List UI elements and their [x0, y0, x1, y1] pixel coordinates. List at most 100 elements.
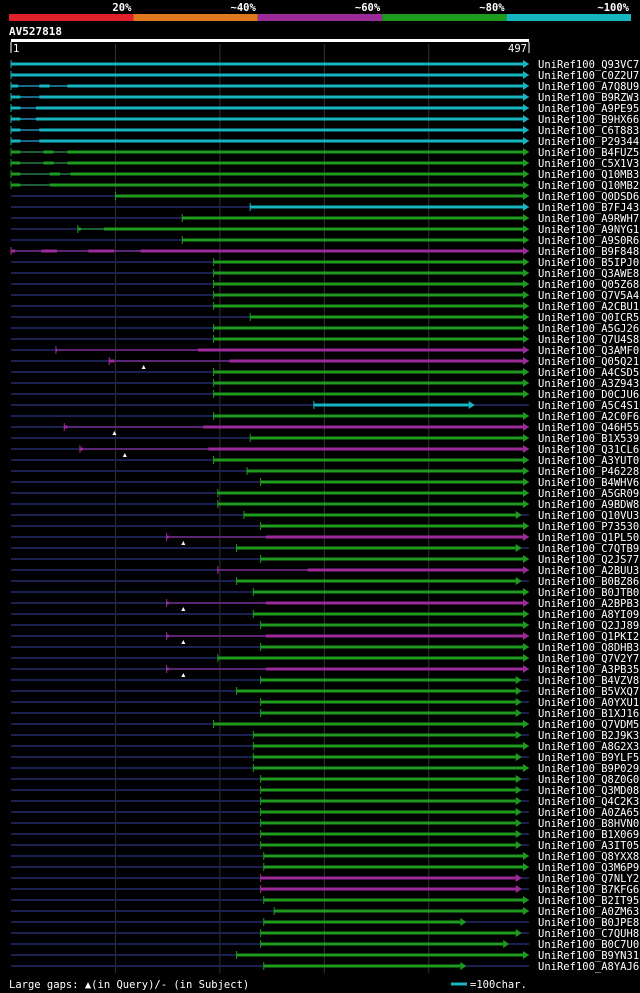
hit-label[interactable]: UniRef100_B9YN31 — [538, 950, 639, 962]
hit-label[interactable]: UniRef100_Q3MD08 — [538, 785, 639, 797]
hit-row[interactable]: UniRef100_A3PB35 — [11, 664, 639, 677]
hit-row[interactable]: UniRef100_A8YI09 — [11, 609, 639, 621]
hit-row[interactable]: UniRef100_Q7V2Y7 — [11, 653, 639, 665]
hit-label[interactable]: UniRef100_C7QTB9 — [538, 543, 639, 555]
hit-row[interactable]: UniRef100_A5C4S1 — [11, 400, 639, 412]
hit-row[interactable]: UniRef100_B9RZW3 — [10, 92, 639, 104]
hit-row[interactable]: UniRef100_B0JTB0 — [11, 587, 639, 599]
hit-row[interactable]: UniRef100_Q3AMF0 — [11, 345, 639, 357]
hit-row[interactable]: UniRef100_A9NYG1 — [11, 224, 639, 236]
hit-row[interactable]: UniRef100_Q7U4S8 — [11, 334, 639, 346]
hit-label[interactable]: UniRef100_A9RWH7 — [538, 213, 639, 225]
hit-label[interactable]: UniRef100_Q2JJ89 — [538, 620, 639, 632]
hit-row[interactable]: UniRef100_Q2JS77 — [11, 554, 639, 566]
hit-label[interactable]: UniRef100_B8HVN0 — [538, 818, 639, 830]
hit-label[interactable]: UniRef100_Q0DSD6 — [538, 191, 639, 203]
hit-row[interactable]: UniRef100_B9YN31 — [11, 950, 639, 962]
hit-label[interactable]: UniRef100_B5VXQ7 — [538, 686, 639, 698]
hit-label[interactable]: UniRef100_Q7U4S8 — [538, 334, 639, 346]
hit-label[interactable]: UniRef100_A5C4S1 — [538, 400, 639, 412]
hit-row[interactable]: UniRef100_A3YUT0 — [11, 455, 639, 467]
hit-label[interactable]: UniRef100_P73530 — [538, 521, 639, 533]
hit-row[interactable]: UniRef100_Q3M6P9 — [11, 862, 639, 874]
hit-label[interactable]: UniRef100_D0CJU6 — [538, 389, 639, 401]
hit-row[interactable]: UniRef100_Q1PKI2 — [11, 631, 639, 644]
hit-label[interactable]: UniRef100_A2CBU1 — [538, 301, 639, 313]
hit-label[interactable]: UniRef100_A4CSD5 — [538, 367, 639, 379]
hit-row[interactable]: UniRef100_Q7V5A4 — [11, 290, 639, 302]
hit-row[interactable]: UniRef100_A5GJ26 — [11, 323, 639, 335]
hit-row[interactable]: UniRef100_A2BUU3 — [11, 565, 639, 577]
hit-row[interactable]: UniRef100_A0ZA65 — [11, 807, 639, 819]
hit-row[interactable]: UniRef100_A2BPB3 — [11, 598, 639, 611]
hit-row[interactable]: UniRef100_Q31CL6 — [11, 444, 639, 457]
hit-row[interactable]: UniRef100_B2IT95 — [11, 895, 639, 907]
hit-row[interactable]: UniRef100_A7Q8U9 — [10, 81, 639, 93]
hit-label[interactable]: UniRef100_Q3AWE8 — [538, 268, 639, 280]
hit-label[interactable]: UniRef100_B4VZV8 — [538, 675, 639, 687]
hit-row[interactable]: UniRef100_A3Z943 — [11, 378, 639, 390]
hit-row[interactable]: UniRef100_B8HVN0 — [11, 818, 639, 830]
hit-row[interactable]: UniRef100_A2CBU1 — [11, 301, 639, 313]
hit-label[interactable]: UniRef100_B0JPE8 — [538, 917, 639, 929]
hit-label[interactable]: UniRef100_Q7NLY2 — [538, 873, 639, 885]
hit-row[interactable]: UniRef100_B9HX66 — [10, 114, 639, 126]
hit-row[interactable]: UniRef100_P29344 — [10, 136, 639, 148]
hit-row[interactable]: UniRef100_B4FUZ5 — [10, 147, 639, 159]
hit-label[interactable]: UniRef100_Q2JS77 — [538, 554, 639, 566]
hit-label[interactable]: UniRef100_A3IT05 — [538, 840, 639, 852]
hit-label[interactable]: UniRef100_Q7V5A4 — [538, 290, 639, 302]
hit-label[interactable]: UniRef100_Q05Z68 — [538, 279, 639, 291]
hit-row[interactable]: UniRef100_A9PE95 — [10, 103, 639, 115]
hit-label[interactable]: UniRef100_A9NYG1 — [538, 224, 639, 236]
hit-row[interactable]: UniRef100_Q05Z68 — [11, 279, 639, 291]
hit-row[interactable]: UniRef100_B9P029 — [11, 763, 639, 775]
hit-label[interactable]: UniRef100_B7FJ43 — [538, 202, 639, 214]
hit-row[interactable]: UniRef100_Q3AWE8 — [11, 268, 639, 280]
hit-row[interactable]: UniRef100_B7FJ43 — [11, 202, 639, 214]
hit-row[interactable]: UniRef100_Q8DHB3 — [11, 642, 639, 654]
hit-row[interactable]: UniRef100_A9S0R6 — [11, 235, 639, 247]
hit-label[interactable]: UniRef100_Q31CL6 — [538, 444, 639, 456]
hit-row[interactable]: UniRef100_A9BDW8 — [11, 499, 639, 511]
hit-label[interactable]: UniRef100_Q10VU3 — [538, 510, 639, 522]
hit-label[interactable]: UniRef100_Q05Q21 — [538, 356, 639, 368]
hit-label[interactable]: UniRef100_A2BUU3 — [538, 565, 639, 577]
hit-row[interactable]: UniRef100_P46228 — [11, 466, 639, 478]
hit-row[interactable]: UniRef100_Q3MD08 — [11, 785, 639, 797]
hit-row[interactable]: UniRef100_Q0DSD6 — [11, 191, 639, 203]
hit-row[interactable]: UniRef100_B9F848 — [10, 246, 639, 258]
hit-label[interactable]: UniRef100_B2IT95 — [538, 895, 639, 907]
hit-row[interactable]: UniRef100_B4WHV6 — [11, 477, 639, 489]
hit-row[interactable]: UniRef100_A8YAJ6 — [11, 961, 639, 973]
hit-label[interactable]: UniRef100_B1X539 — [538, 433, 639, 445]
hit-row[interactable]: UniRef100_B5VXQ7 — [11, 686, 639, 698]
hit-label[interactable]: UniRef100_B4FUZ5 — [538, 147, 639, 159]
hit-label[interactable]: UniRef100_A8G2X3 — [538, 741, 639, 753]
hit-label[interactable]: UniRef100_A3YUT0 — [538, 455, 639, 467]
hit-label[interactable]: UniRef100_A5GJ26 — [538, 323, 639, 335]
hit-row[interactable]: UniRef100_Q10MB3 — [10, 169, 639, 181]
hit-row[interactable]: UniRef100_Q4C2K3 — [11, 796, 639, 808]
hit-label[interactable]: UniRef100_Q93VC7 — [538, 59, 639, 71]
hit-row[interactable]: UniRef100_Q8YXX8 — [11, 851, 639, 863]
hit-label[interactable]: UniRef100_A8YAJ6 — [538, 961, 639, 973]
hit-row[interactable]: UniRef100_Q7NLY2 — [11, 873, 639, 885]
hit-row[interactable]: UniRef100_C7QTB9 — [11, 543, 639, 555]
hit-label[interactable]: UniRef100_B9RZW3 — [538, 92, 639, 104]
hit-label[interactable]: UniRef100_B7KFG6 — [538, 884, 639, 896]
hit-label[interactable]: UniRef100_B5IPJ0 — [538, 257, 639, 269]
hit-label[interactable]: UniRef100_B4WHV6 — [538, 477, 639, 489]
hit-label[interactable]: UniRef100_B9YLF5 — [538, 752, 639, 764]
hit-label[interactable]: UniRef100_Q7VDM5 — [538, 719, 639, 731]
hit-label[interactable]: UniRef100_B9F848 — [538, 246, 639, 258]
hit-label[interactable]: UniRef100_A2C0F6 — [538, 411, 639, 423]
hit-label[interactable]: UniRef100_Q1PL50 — [538, 532, 639, 544]
hit-row[interactable]: UniRef100_Q10VU3 — [11, 510, 639, 522]
hit-row[interactable]: UniRef100_B0BZ86 — [11, 576, 639, 588]
hit-label[interactable]: UniRef100_B9HX66 — [538, 114, 639, 126]
hit-row[interactable]: UniRef100_Q0ICR5 — [11, 312, 639, 324]
hit-row[interactable]: UniRef100_Q2JJ89 — [11, 620, 639, 632]
hit-label[interactable]: UniRef100_B1X069 — [538, 829, 639, 841]
hit-row[interactable]: UniRef100_A4CSD5 — [11, 367, 639, 379]
